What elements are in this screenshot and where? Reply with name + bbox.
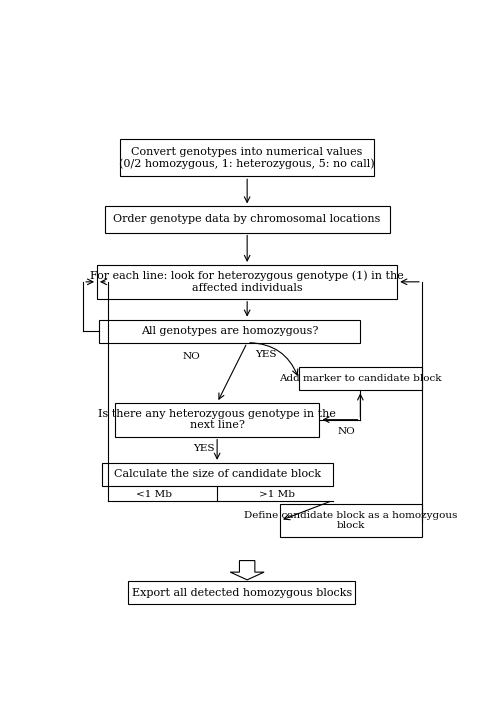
Bar [120,139,374,176]
Bar [101,463,333,486]
Text: Convert genotypes into numerical values
(0/2 homozygous, 1: heterozygous, 5: no : Convert genotypes into numerical values … [119,147,375,169]
Text: All genotypes are homozygous?: All genotypes are homozygous? [141,326,318,336]
Text: Is there any heterozygous genotype in the
next line?: Is there any heterozygous genotype in th… [98,409,336,431]
Text: NO: NO [338,426,355,436]
Text: YES: YES [193,445,215,453]
Bar [128,581,355,604]
Bar [99,320,360,342]
Text: Export all detected homozygous blocks: Export all detected homozygous blocks [132,588,352,598]
Polygon shape [230,561,264,580]
Bar [105,206,390,232]
Bar [115,402,319,436]
Text: Add marker to candidate block: Add marker to candidate block [279,374,441,383]
Text: For each line: look for heterozygous genotype (1) in the
affected individuals: For each line: look for heterozygous gen… [90,271,404,293]
Bar [280,503,422,537]
Text: <1 Mb: <1 Mb [136,490,172,499]
Text: NO: NO [182,352,200,361]
Text: Calculate the size of candidate block: Calculate the size of candidate block [114,469,321,479]
Text: YES: YES [255,349,276,359]
Bar [299,367,422,390]
Bar [97,265,398,299]
Text: Order genotype data by chromosomal locations: Order genotype data by chromosomal locat… [114,215,381,225]
Text: >1 Mb: >1 Mb [259,490,295,499]
Text: Define candidate block as a homozygous
block: Define candidate block as a homozygous b… [244,511,458,530]
